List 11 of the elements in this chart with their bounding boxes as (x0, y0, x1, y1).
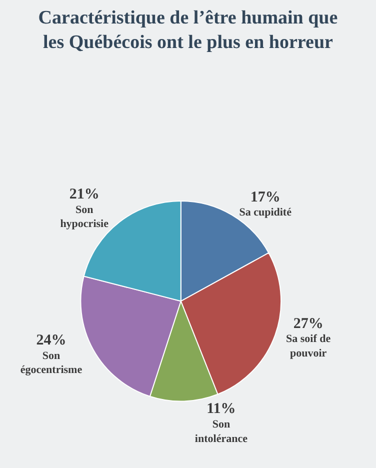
data-label: 17% (250, 189, 280, 206)
data-label: 24% (36, 332, 66, 349)
slice-label: Sa soif de pouvoir (286, 333, 331, 360)
slice-label: Sa cupidité (239, 206, 292, 219)
data-label: 11% (206, 401, 236, 418)
slice-label: Son hypocrisie (60, 204, 109, 230)
slice-label: Son intolérance (194, 418, 248, 445)
data-label: 27% (293, 316, 324, 332)
chart-title: Caractéristique de l’être humain que les Québécois ont le plus en horreur (38, 7, 338, 54)
slice-label: Son égocentrisme (20, 350, 82, 376)
data-label: 21% (69, 186, 100, 203)
